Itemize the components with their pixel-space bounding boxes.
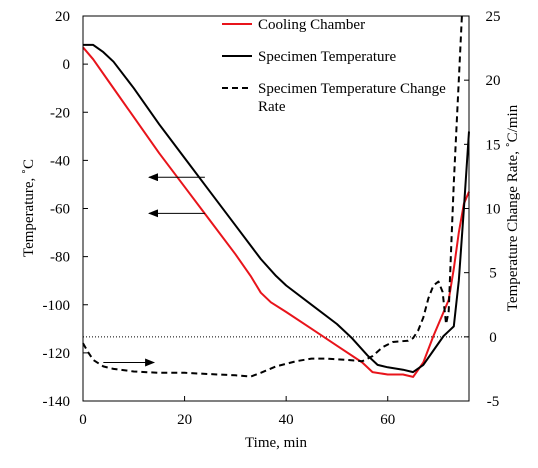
- y-right-tick-label: 0: [489, 330, 497, 346]
- series-line-cooling-chamber: [82, 46, 470, 378]
- y-right-tick-label: 5: [489, 266, 497, 282]
- y-left-tick-label: 20: [55, 9, 70, 25]
- y-left-tick-label: -20: [50, 105, 70, 121]
- y-right-tick-label: 15: [486, 137, 501, 153]
- x-tick-label: 0: [79, 412, 87, 428]
- y-left-tick-label: -120: [43, 346, 71, 362]
- x-tick-label: 20: [177, 412, 192, 428]
- x-axis-label: Time, min: [245, 435, 307, 451]
- legend-label-change-rate: Specimen Temperature Change Rate: [258, 81, 446, 115]
- plot-frame: [82, 15, 470, 402]
- y-left-tick-label: -40: [50, 153, 70, 169]
- y-right-tick-label: 20: [486, 73, 501, 89]
- axes: [82, 15, 470, 402]
- y-left-tick-label: -140: [43, 394, 71, 410]
- y-left-tick-label: -100: [43, 298, 71, 314]
- y-left-tick-label: 0: [63, 57, 71, 73]
- y-right-tick-label: 25: [486, 9, 501, 25]
- y-left-tick-label: -60: [50, 202, 70, 218]
- ticks: 0 20 40 60 20 0 -20 -40 -60 -80 -100 -120 -140 25 20 15…: [43, 9, 501, 428]
- x-tick-label: 40: [279, 412, 294, 428]
- series-line-specimen-temperature: [83, 43, 470, 374]
- plot-marks: [82, 15, 470, 378]
- legend: Cooling Chamber Specimen Temperature Spe…: [222, 17, 446, 115]
- y-left-tick-label: -80: [50, 250, 70, 266]
- series-line-specimen-temperature-change-rate: [82, 15, 463, 378]
- y-axis-label-right: Temperature Change Rate, ˚C/min: [505, 104, 521, 311]
- x-tick-label: 60: [380, 412, 395, 428]
- y-right-tick-label: -5: [487, 394, 500, 410]
- y-axis-label-left: Temperature, ˚C: [21, 159, 37, 257]
- legend-label-specimen-temperature: Specimen Temperature: [258, 49, 397, 65]
- legend-label-cooling-chamber: Cooling Chamber: [258, 17, 365, 33]
- y-right-tick-label: 10: [486, 202, 501, 218]
